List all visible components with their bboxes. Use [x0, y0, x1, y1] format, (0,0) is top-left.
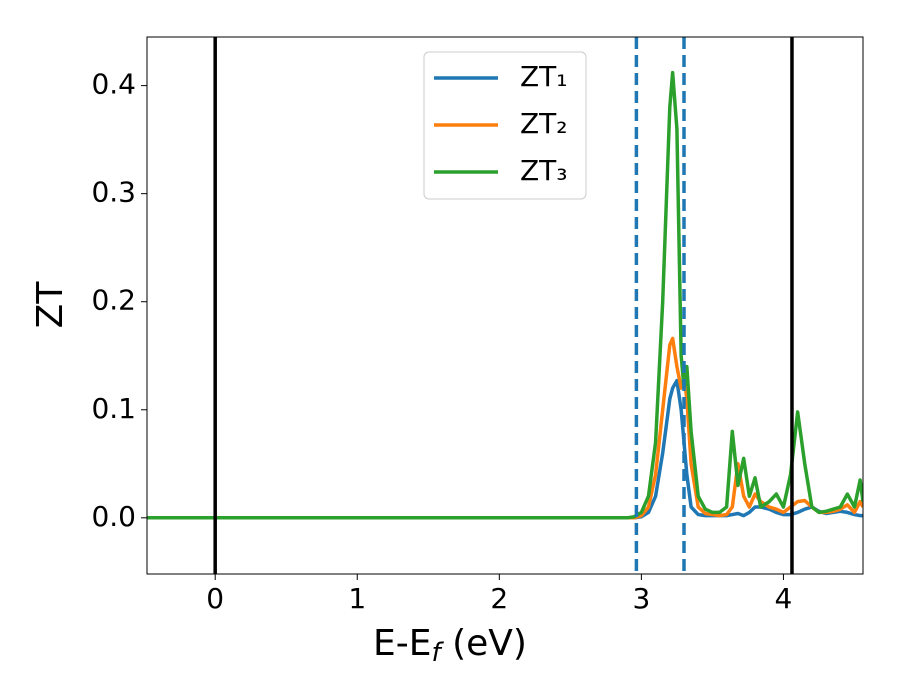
y-tick-label: 0.1: [91, 392, 136, 425]
legend-label: ZT₁: [520, 60, 568, 93]
x-tick-label: 3: [632, 582, 650, 615]
x-tick-label: 1: [348, 582, 366, 615]
legend-box: [423, 51, 587, 200]
x-tick-label: 2: [490, 582, 508, 615]
x-tick-label: 4: [775, 582, 793, 615]
y-tick-label: 0.2: [91, 284, 136, 317]
plot-frame: [146, 36, 864, 575]
legend-label: ZT₂: [520, 107, 568, 140]
legend-label: ZT₃: [520, 154, 568, 187]
plot-area: [147, 37, 863, 574]
x-tick-label: 0: [206, 582, 224, 615]
y-tick-label: 0.3: [91, 176, 136, 209]
series-line: [147, 70, 863, 520]
series-line: [147, 336, 863, 520]
x-label-part: (eV): [441, 623, 527, 664]
y-axis-label: ZT: [30, 281, 71, 329]
x-axis-label: E-Ef (eV): [373, 623, 527, 668]
y-tick-label: 0.0: [91, 500, 136, 533]
x-label-part: E-E: [373, 623, 431, 664]
y-tick-label: 0.4: [91, 68, 136, 101]
